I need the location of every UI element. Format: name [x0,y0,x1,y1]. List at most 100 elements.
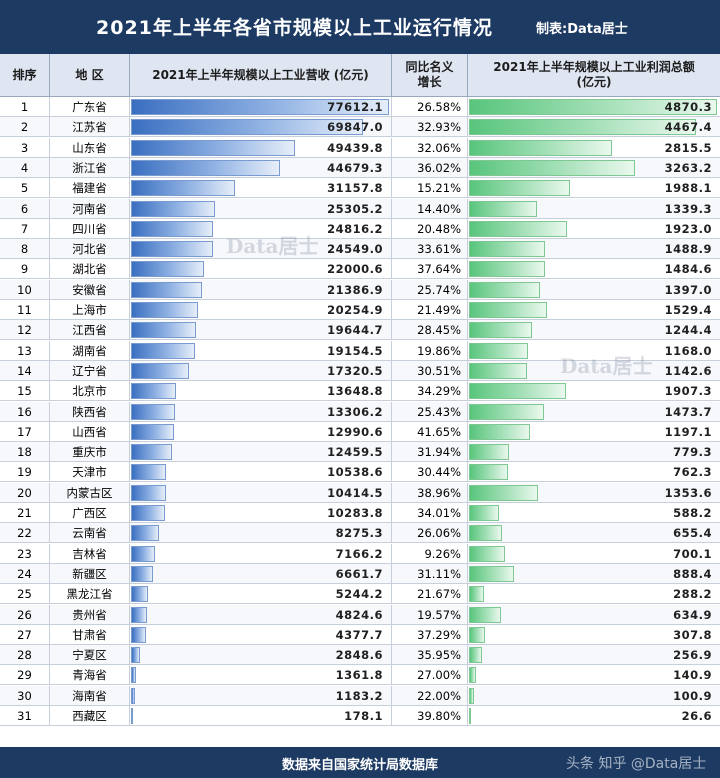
header-profit: 2021年上半年规模以上工业利润总额 (亿元) [493,60,695,89]
revenue-value: 7166.2 [335,546,383,561]
revenue-value: 5244.2 [335,587,383,602]
revenue-cell: 1361.8 [130,665,392,686]
rank-cell: 10 [0,279,50,300]
revenue-cell: 19644.7 [130,320,392,341]
revenue-value: 13648.8 [327,384,383,399]
region-cell: 江苏省 [50,117,130,138]
profit-bar [469,687,475,704]
region-cell: 天津市 [50,462,130,483]
profit-cell: 1353.6 [468,483,720,503]
region-cell: 西藏区 [50,706,130,726]
region-cell: 海南省 [50,685,130,706]
table-row: 14 辽宁省 17320.5 30.51% 1142.6 [0,360,720,381]
table-row: 29 青海省 1361.8 27.00% 140.9 [0,665,720,686]
rank-cell: 5 [0,178,50,199]
rank-cell: 30 [0,685,50,706]
revenue-cell: 7166.2 [130,543,392,564]
revenue-value: 12990.6 [327,424,383,439]
profit-cell: 4870.3 [468,97,720,117]
revenue-bar [131,586,149,603]
header-rank: 排序 [0,54,50,96]
growth-cell: 26.06% [392,523,468,544]
revenue-value: 6661.7 [335,566,383,581]
region-cell: 辽宁省 [50,360,130,381]
revenue-value: 24549.0 [327,242,383,257]
table-row: 12 江西省 19644.7 28.45% 1244.4 [0,320,720,341]
region-cell: 贵州省 [50,604,130,625]
profit-value: 1339.3 [664,201,712,216]
profit-cell: 256.9 [468,645,720,665]
profit-bar [469,647,483,664]
profit-cell: 1168.0 [468,341,720,361]
profit-value: 3263.2 [664,160,712,175]
profit-cell: 1197.1 [468,422,720,442]
table-row: 1 广东省 77612.1 26.58% 4870.3 [0,97,720,117]
profit-bar [469,565,515,582]
profit-cell: 634.9 [468,605,720,625]
table-row: 3 山东省 49439.8 32.06% 2815.5 [0,137,720,158]
revenue-value: 69847.0 [327,120,383,135]
profit-bar [469,464,508,481]
revenue-cell: 8275.3 [130,523,392,544]
rank-cell: 29 [0,665,50,686]
profit-bar [469,383,567,400]
profit-cell: 1473.7 [468,402,720,422]
revenue-value: 31157.8 [327,181,383,196]
rank-cell: 6 [0,198,50,219]
table-row: 27 甘肃省 4377.7 37.29% 307.8 [0,624,720,645]
profit-value: 4870.3 [664,100,712,114]
revenue-bar [131,220,214,237]
profit-cell: 4467.4 [468,117,720,137]
profit-bar [469,484,538,501]
table-row: 25 黑龙江省 5244.2 21.67% 288.2 [0,584,720,605]
region-cell: 新疆区 [50,563,130,584]
rank-cell: 3 [0,137,50,158]
table-row: 7 四川省 24816.2 20.48% 1923.0 [0,218,720,239]
growth-cell: 20.48% [392,218,468,239]
profit-cell: 779.3 [468,442,720,462]
footer-bar: 数据来自国家统计局数据库 头条 知乎 @Data居士 [0,747,720,778]
revenue-cell: 4377.7 [130,624,392,645]
revenue-value: 10538.6 [327,465,383,480]
region-cell: 山西省 [50,421,130,442]
revenue-cell: 20254.9 [130,300,392,320]
table-row: 2 江苏省 69847.0 32.93% 4467.4 [0,117,720,138]
revenue-bar [131,708,133,724]
revenue-value: 10414.5 [327,485,383,500]
growth-cell: 31.94% [392,442,468,463]
rank-cell: 27 [0,624,50,645]
profit-cell: 100.9 [468,686,720,706]
revenue-bar [131,647,141,664]
region-cell: 浙江省 [50,157,130,178]
region-cell: 广西区 [50,503,130,523]
revenue-cell: 77612.1 [130,97,392,117]
profit-bar [469,322,533,339]
revenue-value: 10283.8 [327,506,383,520]
region-cell: 安徽省 [50,279,130,300]
revenue-cell: 1183.2 [130,685,392,706]
growth-cell: 26.58% [392,97,468,117]
region-cell: 重庆市 [50,442,130,463]
growth-cell: 27.00% [392,665,468,686]
rank-cell: 11 [0,300,50,320]
profit-cell: 1488.9 [468,239,720,259]
profit-cell: 1339.3 [468,199,720,219]
profit-value: 762.3 [673,465,712,480]
revenue-bar [131,444,173,461]
growth-cell: 33.61% [392,239,468,260]
revenue-cell: 24549.0 [130,239,392,260]
table-row: 24 新疆区 6661.7 31.11% 888.4 [0,563,720,584]
table-row: 26 贵州省 4824.6 19.57% 634.9 [0,604,720,625]
profit-bar [469,200,538,217]
table-row: 28 宁夏区 2848.6 35.95% 256.9 [0,645,720,666]
region-cell: 甘肃省 [50,624,130,645]
revenue-cell: 44679.3 [130,157,392,178]
revenue-value: 1183.2 [335,688,383,703]
revenue-value: 25305.2 [327,201,383,216]
revenue-bar [131,505,166,521]
revenue-bar [131,99,389,115]
rank-cell: 14 [0,360,50,381]
profit-value: 779.3 [673,445,712,460]
revenue-value: 4824.6 [335,607,383,622]
growth-cell: 28.45% [392,320,468,341]
